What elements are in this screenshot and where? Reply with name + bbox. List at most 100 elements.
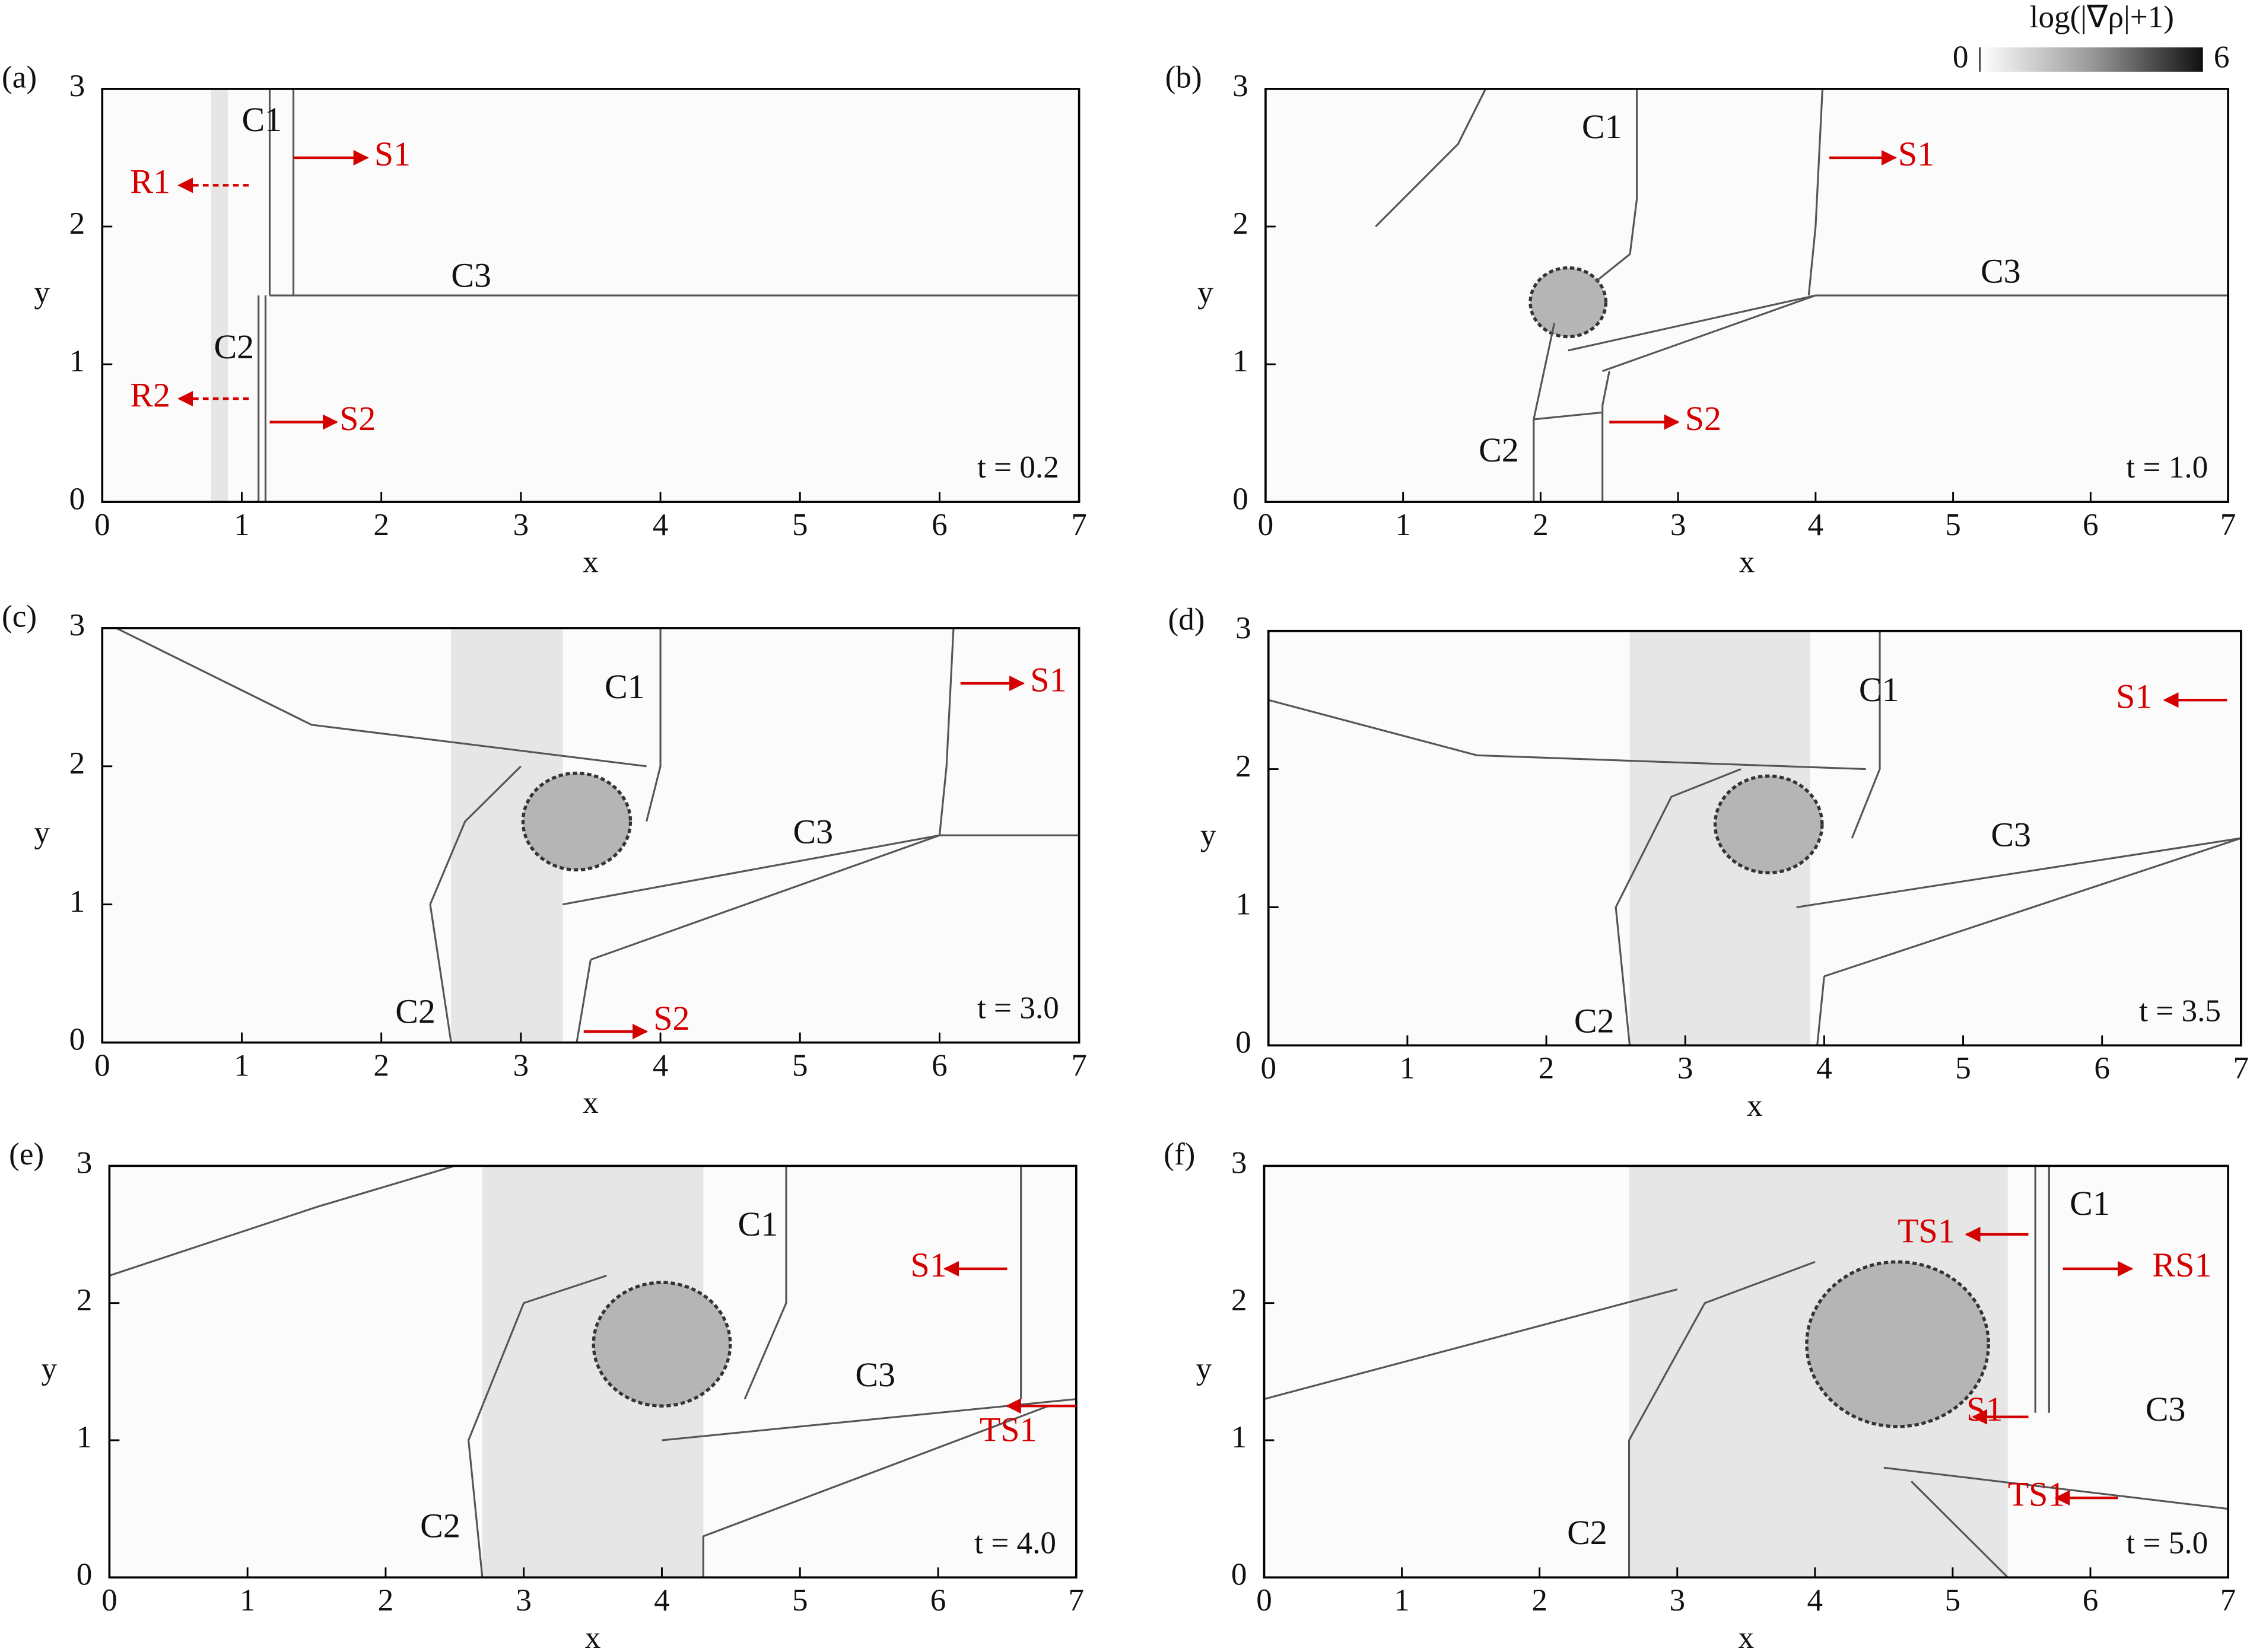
vortex (521, 771, 633, 872)
y-tick-label: 1 (77, 1419, 93, 1454)
panel: 0 1 2 3 4 5 6 7 0 1 2 3 x y (d) t = 3.5 C1 S1 C3 C2 (1168, 601, 2249, 1123)
wave-front (1851, 631, 1881, 839)
wave-front (1796, 837, 2242, 909)
annotation: C3 (855, 1355, 895, 1394)
x-tick-label: 2 (1539, 1051, 1555, 1086)
annotation: S2 (339, 399, 376, 438)
x-tick-label: 3 (513, 1048, 529, 1083)
wave-front (646, 628, 662, 822)
axes-frame (1267, 629, 2242, 1047)
wave-front (1816, 976, 1825, 1046)
wave-front (1533, 411, 1603, 421)
annotation: C1 (1582, 107, 1622, 146)
wave-front (1602, 294, 1816, 373)
x-axis-label: x (585, 1620, 601, 1652)
x-tick-label: 4 (1816, 1051, 1832, 1086)
annotation: RS1 (2152, 1246, 2211, 1284)
x-tick-label: 4 (1808, 507, 1824, 542)
annotation: S1 (1966, 1390, 2003, 1428)
wave-front (938, 628, 955, 836)
y-tick-label: 0 (77, 1556, 93, 1591)
x-tick-label: 1 (234, 507, 250, 542)
annotation: C3 (451, 256, 491, 294)
axes-frame (1263, 1164, 2229, 1579)
annotation: TS1 (1898, 1211, 1955, 1250)
annotation: C2 (420, 1507, 460, 1545)
y-axis-label: y (1200, 817, 1216, 852)
colorbar-tick-label: 6 (2214, 40, 2230, 75)
x-tick-label: 4 (654, 1583, 670, 1618)
x-axis-label: x (1738, 1620, 1754, 1652)
x-tick-label: 7 (1069, 1583, 1085, 1618)
x-tick-label: 5 (1945, 507, 1961, 542)
annotation: C2 (395, 992, 436, 1030)
x-tick-label: 7 (2233, 1051, 2249, 1086)
time-label: t = 1.0 (2126, 450, 2208, 485)
wave-front (562, 834, 940, 906)
x-tick-label: 7 (2220, 507, 2236, 542)
x-tick-label: 1 (1395, 507, 1411, 542)
x-tick-label: 0 (1258, 507, 1274, 542)
annotation: S1 (1030, 660, 1066, 699)
annotation: C3 (1991, 815, 2031, 854)
shocked-region (211, 88, 228, 502)
x-axis-label: x (583, 1085, 599, 1120)
panel-tag: (f) (1164, 1137, 1195, 1172)
axes-frame (101, 627, 1080, 1044)
annotation: C1 (241, 100, 282, 139)
y-tick-label: 2 (1231, 1282, 1247, 1317)
annotation: C3 (2146, 1390, 2186, 1428)
y-tick-label: 0 (69, 481, 85, 516)
panel: 0 1 2 3 4 5 6 7 0 1 2 3 x y (b) t = 1.0 C1 S1 C3 C2 S2 log(|∇… (1165, 0, 2236, 580)
annotation: S2 (1685, 399, 1721, 438)
x-tick-label: 2 (1533, 507, 1549, 542)
x-tick-label: 5 (1955, 1051, 1971, 1086)
wave-front (467, 1274, 607, 1578)
x-tick-label: 5 (792, 507, 808, 542)
wave-front (576, 959, 592, 1043)
x-tick-label: 7 (2220, 1583, 2236, 1618)
x-tick-label: 7 (1071, 507, 1087, 542)
annotation: C1 (605, 667, 645, 706)
x-tick-label: 3 (1677, 1051, 1693, 1086)
x-tick-label: 1 (1394, 1583, 1410, 1618)
x-tick-label: 7 (1071, 1048, 1087, 1083)
annotation: C3 (793, 813, 833, 851)
annotation: C1 (738, 1205, 778, 1243)
annotation: R2 (130, 375, 170, 414)
annotation: C2 (1479, 431, 1519, 469)
annotation: S1 (1898, 135, 1934, 173)
time-label: t = 3.5 (2139, 993, 2221, 1028)
wave-front (109, 1164, 455, 1277)
annotation: C2 (214, 327, 254, 366)
wave-front (429, 765, 522, 1043)
panel-tag: (b) (1165, 60, 1202, 95)
y-tick-label: 1 (1235, 887, 1251, 922)
time-label: t = 3.0 (977, 991, 1059, 1026)
y-tick-label: 1 (1232, 343, 1248, 378)
time-label: t = 5.0 (2126, 1525, 2208, 1560)
annotation: TS1 (2008, 1475, 2065, 1513)
wave-front (1375, 88, 1487, 228)
x-tick-label: 6 (2094, 1051, 2110, 1086)
y-tick-label: 0 (1232, 481, 1248, 516)
x-tick-label: 1 (234, 1048, 250, 1083)
y-tick-label: 2 (69, 746, 85, 781)
x-tick-label: 4 (653, 507, 669, 542)
annotation: C2 (1574, 1002, 1615, 1040)
y-tick-label: 3 (69, 607, 85, 642)
x-tick-label: 4 (653, 1048, 669, 1083)
x-tick-label: 6 (2083, 1583, 2099, 1618)
axes-frame (101, 88, 1080, 503)
axes-frame (1264, 88, 2229, 503)
x-tick-label: 2 (373, 507, 389, 542)
panel: 0 1 2 3 4 5 6 7 0 1 2 3 x y (f) t = 5.0 TS1 C1 RS1 S1 C3 TS1 C… (1164, 1137, 2236, 1652)
y-tick-label: 0 (69, 1022, 85, 1057)
x-tick-label: 5 (792, 1583, 808, 1618)
annotation: S1 (2116, 677, 2152, 715)
panel: 0 1 2 3 4 5 6 7 0 1 2 3 x y (e) t = 4.0 C1 S1 C3 TS1 C2 (9, 1137, 1084, 1652)
annotation: S2 (653, 999, 689, 1037)
x-tick-label: 2 (378, 1583, 394, 1618)
x-tick-label: 6 (2083, 507, 2099, 542)
